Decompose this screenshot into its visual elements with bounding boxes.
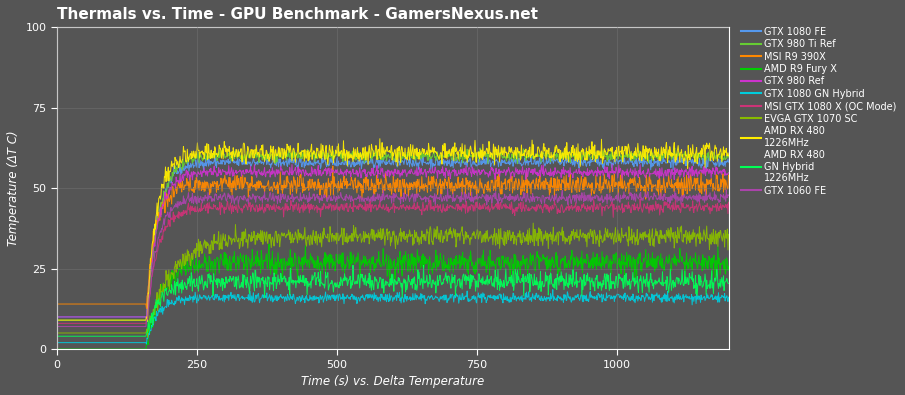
X-axis label: Time (s) vs. Delta Temperature: Time (s) vs. Delta Temperature: [301, 375, 484, 388]
Text: Thermals vs. Time - GPU Benchmark - GamersNexus.net: Thermals vs. Time - GPU Benchmark - Game…: [57, 7, 538, 22]
Y-axis label: Temperature (ΔT C): Temperature (ΔT C): [7, 130, 20, 246]
Legend: GTX 1080 FE, GTX 980 Ti Ref, MSI R9 390X, AMD R9 Fury X, GTX 980 Ref, GTX 1080 G: GTX 1080 FE, GTX 980 Ti Ref, MSI R9 390X…: [740, 26, 898, 197]
